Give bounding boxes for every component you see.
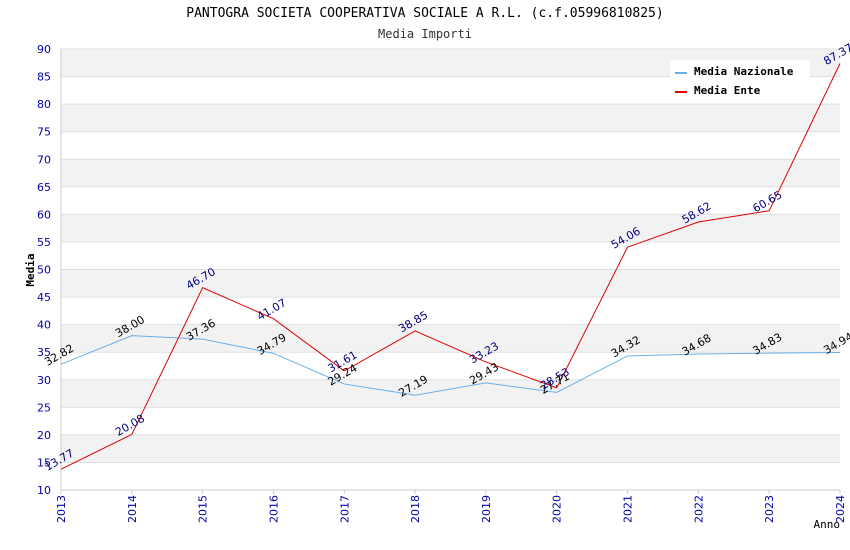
grid-band	[61, 352, 840, 380]
y-axis-label: Media	[24, 253, 37, 286]
series-line-media-ente	[60, 63, 841, 470]
grid-band	[61, 434, 840, 463]
y-tick-label: 90	[37, 43, 51, 56]
x-tick-label: 2016	[267, 495, 280, 523]
x-tick-label: 2022	[692, 495, 705, 523]
x-tick-label: 2023	[763, 495, 776, 523]
legend: Media Nazionale Media Ente	[670, 60, 810, 102]
y-tick-label: 45	[37, 291, 51, 304]
x-tick-label: 2015	[197, 495, 210, 523]
grid-band	[61, 241, 840, 270]
y-tick-label: 15	[37, 456, 51, 469]
chart-subtitle: Media Importi	[378, 27, 472, 41]
grid-band	[61, 297, 840, 325]
chart-title: PANTOGRA SOCIETA COOPERATIVA SOCIALE A R…	[186, 6, 664, 21]
y-tick-label: 40	[37, 319, 51, 332]
y-tick-label: 65	[37, 181, 51, 194]
legend-entry: Media Ente	[694, 84, 761, 97]
x-axis-label: Anno	[814, 518, 841, 531]
x-tick-label: 2014	[126, 495, 139, 523]
x-tick-label: 2018	[409, 495, 422, 523]
axes: 10 15 20 25 30 35 40 45 50 55 60 65 70 75 80 85 90 2013 20…	[24, 43, 847, 531]
plot-bands	[61, 48, 840, 491]
y-tick-label: 55	[37, 236, 51, 249]
series-lines	[60, 63, 841, 470]
grid-band	[61, 159, 840, 187]
x-tick-label: 2021	[622, 495, 635, 523]
y-tick-label: 70	[37, 153, 51, 166]
x-tick-label: 2017	[338, 495, 351, 523]
y-tick-label: 20	[37, 429, 51, 442]
y-tick-label: 75	[37, 126, 51, 139]
grid-band	[61, 186, 840, 215]
x-tick-label: 2019	[480, 495, 493, 523]
x-tick-label: 2020	[551, 495, 564, 523]
y-tick-label: 10	[37, 484, 51, 497]
y-tick-label: 85	[37, 71, 51, 84]
y-tick-label: 60	[37, 208, 51, 221]
legend-entry: Media Nazionale	[694, 65, 794, 78]
series-line-media-nazionale	[60, 335, 841, 396]
grid-band	[61, 379, 840, 408]
y-tick-label: 80	[37, 98, 51, 111]
grid-band	[61, 269, 840, 298]
y-tick-label: 30	[37, 374, 51, 387]
grid-band	[61, 214, 840, 242]
grid-band	[61, 104, 840, 132]
grid-band	[61, 462, 840, 490]
x-tick-label: 2024	[834, 495, 847, 523]
y-tick-label: 25	[37, 401, 51, 414]
grid-band	[61, 131, 840, 160]
grid-band	[61, 407, 840, 435]
y-tick-label: 35	[37, 346, 51, 359]
y-tick-label: 50	[37, 264, 51, 277]
x-tick-label: 2013	[55, 495, 68, 523]
legend-box	[670, 60, 810, 102]
